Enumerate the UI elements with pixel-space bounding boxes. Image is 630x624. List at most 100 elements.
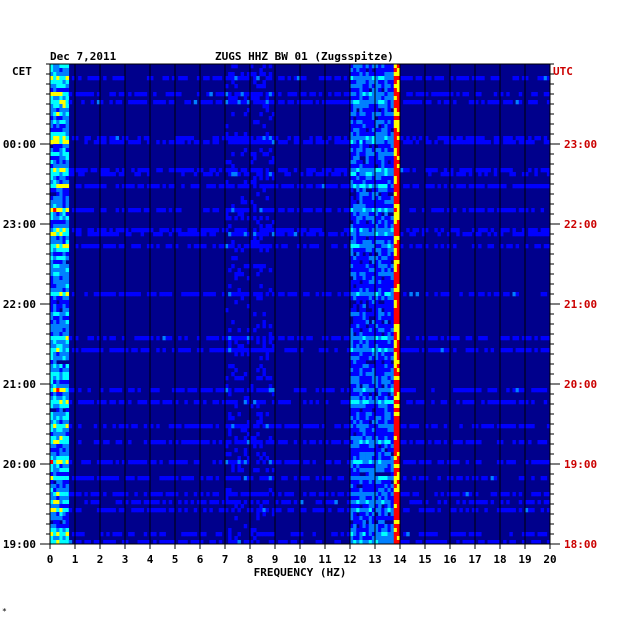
spectrogram-cell [184,532,188,537]
spectrogram-cell [393,360,398,365]
spectrogram-cell [50,164,54,169]
spectrogram-cell [153,292,157,297]
spectrogram-cell [71,208,76,213]
spectrogram-cell [256,532,260,537]
spectrogram-cell [371,312,376,317]
spectrogram-cell [65,388,70,393]
spectrogram-cell [393,400,398,405]
spectrogram-cell [384,280,388,285]
spectrogram-cell [378,364,382,369]
spectrogram-cell [490,348,495,353]
spectrogram-cell [268,460,273,465]
spectrogram-cell [390,296,395,301]
spectrogram-cell [393,288,398,293]
spectrogram-cell [356,284,360,289]
spectrogram-cell [365,316,370,321]
spectrogram-cell [359,524,363,529]
spectrogram-cell [65,396,70,401]
spectrogram-cell [396,412,401,417]
spectrogram-cell [359,404,363,409]
spectrogram-cell [178,92,182,97]
spectrogram-cell [378,516,382,521]
spectrogram-cell [359,416,363,421]
spectrogram-cell [378,176,382,181]
spectrogram-cell [209,184,213,189]
spectrogram-cell [390,372,395,377]
spectrogram-cell [378,348,382,353]
spectrogram-cell [237,268,241,273]
spectrogram-cell [378,372,382,377]
spectrogram-cell [84,348,88,353]
spectrogram-cell [468,492,473,497]
spectrogram-cell [368,504,373,509]
spectrogram-cell [59,376,63,381]
spectrogram-cell [359,252,363,257]
spectrogram-cell [362,432,366,437]
spectrogram-cell [56,536,60,541]
spectrogram-cell [271,348,276,353]
spectrogram-cell [225,100,229,105]
spectrogram-cell [353,452,357,457]
spectrogram-cell [350,208,354,213]
spectrogram-cell [265,196,270,201]
spectrogram-cell [365,84,370,89]
spectrogram-cell [81,208,85,213]
spectrogram-cell [356,328,360,333]
spectrogram-cell [259,136,263,141]
spectrogram-cell [212,540,216,545]
spectrogram-cell [128,232,132,237]
spectrogram-cell [59,512,63,517]
spectrogram-cell [228,348,232,353]
spectrogram-cell [378,512,382,517]
spectrogram-cell [265,224,270,229]
spectrogram-cell [393,388,398,393]
spectrogram-cell [346,400,351,405]
spectrogram-cell [300,76,304,81]
spectrogram-cell [375,452,379,457]
spectrogram-cell [153,184,157,189]
spectrogram-cell [59,516,63,521]
spectrogram-cell [56,404,60,409]
spectrogram-cell [353,148,357,153]
spectrogram-cell [90,232,95,237]
spectrogram-cell [134,492,138,497]
spectrogram-cell [353,248,357,253]
spectrogram-cell [100,400,104,405]
spectrogram-cell [337,492,341,497]
spectrogram-cell [362,116,366,121]
spectrogram-cell [65,464,70,469]
spectrogram-cell [381,460,385,465]
spectrogram-cell [406,400,410,405]
spectrogram-cell [468,140,473,145]
spectrogram-cell [162,540,166,545]
spectrogram-cell [434,208,438,213]
spectrogram-cell [50,148,54,153]
spectrogram-cell [387,416,391,421]
spectrogram-cell [59,400,63,405]
spectrogram-cell [512,208,516,213]
spectrogram-cell [390,76,395,81]
spectrogram-cell [462,500,466,505]
spectrogram-cell [250,476,254,481]
spectrogram-cell [56,408,60,413]
spectrogram-cell [387,540,391,545]
spectrogram-cell [209,92,213,97]
spectrogram-cell [456,336,460,341]
spectrogram-cell [381,264,385,269]
spectrogram-cell [128,460,132,465]
spectrogram-cell [56,72,60,77]
spectrogram-cell [359,64,363,69]
spectrogram-cell [390,500,395,505]
spectrogram-cell [50,340,54,345]
spectrogram-cell [396,292,401,297]
spectrogram-cell [290,208,295,213]
spectrogram-cell [225,492,229,497]
spectrogram-cell [109,172,113,177]
spectrogram-cell [359,220,363,225]
spectrogram-cell [368,412,373,417]
spectrogram-cell [381,124,385,129]
utc-label: UTC [553,65,573,78]
spectrogram-cell [384,272,388,277]
spectrogram-cell [365,452,370,457]
spectrogram-cell [353,480,357,485]
